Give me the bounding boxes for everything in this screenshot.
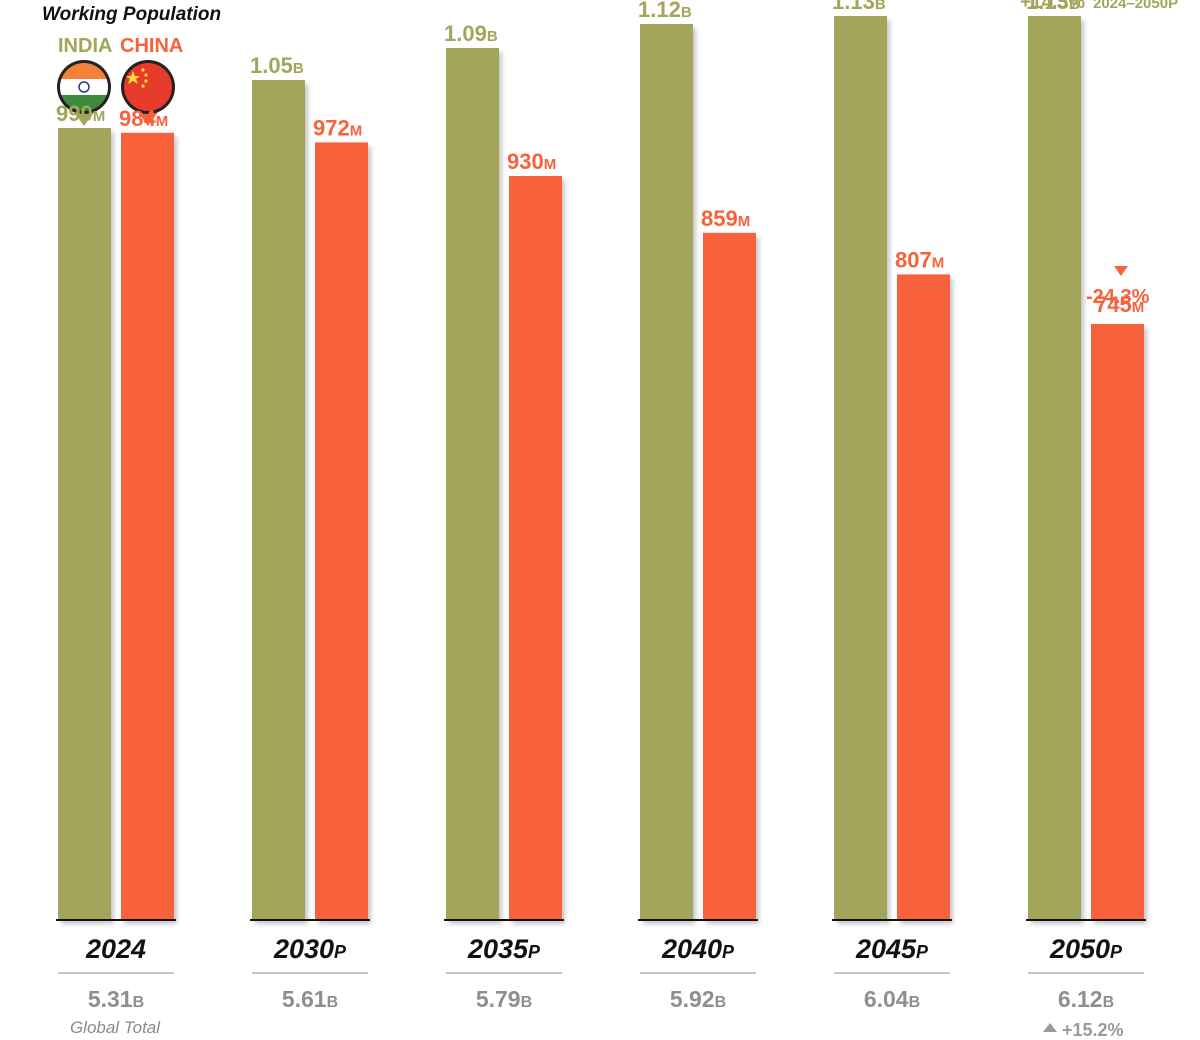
value-label-china-2040: 859M (701, 206, 750, 231)
bar-india-2035 (446, 48, 499, 920)
bar-china-2040 (703, 232, 756, 921)
china-change-annotation: -24.3% (1086, 286, 1150, 308)
bar-china-2024 (121, 132, 174, 921)
x-tick-label-2024: 2024 (85, 934, 146, 964)
india-change-period: 2024–2050P (1093, 0, 1178, 12)
value-label-china-2050: 745M (1095, 292, 1144, 317)
global-total-2035: 5.79B (476, 986, 532, 1012)
bar-china-2030 (315, 142, 368, 920)
x-tick-label-2030: 2030P (273, 934, 347, 964)
bar-india-2030 (252, 80, 305, 920)
value-label-china-2045: 807M (895, 247, 944, 272)
value-label-india-2040: 1.12B (638, 0, 692, 22)
global-change-annotation: +15.2% (1062, 1020, 1124, 1040)
bar-india-2050 (1028, 16, 1081, 920)
x-tick-label-2045: 2045P (855, 934, 929, 964)
global-total-2050: 6.12B (1058, 986, 1114, 1012)
global-total-2040: 5.92B (670, 986, 726, 1012)
chart-title: Working Population (42, 4, 221, 25)
value-label-china-2035: 930M (507, 149, 556, 174)
value-label-india-2050: 1.13B (1026, 0, 1080, 14)
value-label-china-2024: 984M (119, 106, 168, 131)
value-label-india-2045: 1.13B (832, 0, 886, 14)
bar-china-2050 (1091, 324, 1144, 920)
x-tick-label-2035: 2035P (467, 934, 541, 964)
india-flag-icon (57, 60, 111, 126)
value-label-india-2024: 990M (56, 101, 105, 126)
global-total-caption: Global Total (70, 1018, 161, 1037)
value-label-india-2035: 1.09B (444, 21, 498, 46)
bar-china-2035 (509, 176, 562, 920)
value-label-india-2030: 1.05B (250, 53, 304, 78)
global-total-2030: 5.61B (282, 986, 338, 1012)
bar-india-2024 (58, 128, 111, 920)
bar-china-2045 (897, 274, 950, 920)
china-flag-icon (121, 60, 175, 126)
x-tick-label-2050: 2050P (1049, 934, 1123, 964)
china-decline-marker (1114, 266, 1128, 276)
legend-china-label: CHINA (120, 35, 183, 57)
bar-india-2045 (834, 16, 887, 920)
global-total-2045: 6.04B (864, 986, 920, 1012)
x-tick-label-2040: 2040P (661, 934, 735, 964)
legend-india-label: INDIA (58, 35, 112, 57)
value-label-china-2030: 972M (313, 115, 362, 140)
india-change-annotation: +14.5% (1020, 0, 1085, 13)
bar-india-2040 (640, 24, 693, 920)
global-total-2024: 5.31B (88, 986, 144, 1012)
global-change-up-icon (1043, 1023, 1057, 1032)
